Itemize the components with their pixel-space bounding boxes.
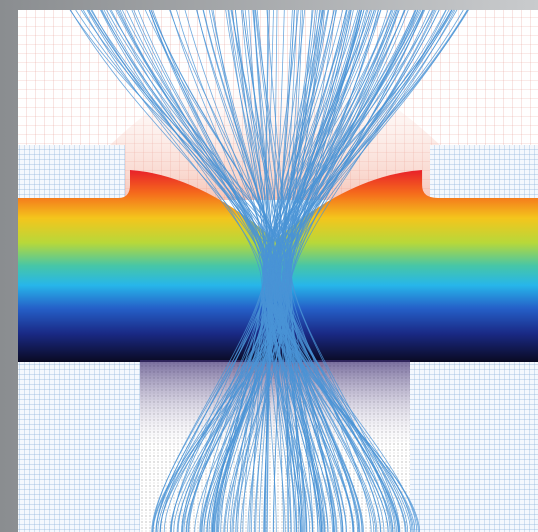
ray: [264, 9, 393, 532]
ray: [227, 9, 282, 532]
left-upper-block: [18, 145, 125, 200]
ray: [100, 9, 263, 532]
ray: [160, 9, 452, 532]
ray: [255, 9, 300, 532]
ray: [254, 9, 330, 532]
ray: [152, 9, 290, 532]
ray: [133, 9, 273, 532]
left-lower-block: [18, 362, 140, 532]
ray: [242, 9, 406, 532]
ray: [271, 9, 406, 532]
ray: [80, 9, 288, 532]
ray: [289, 9, 369, 532]
ray: [199, 9, 335, 532]
ray: [275, 9, 397, 532]
ray-bundle: [69, 9, 469, 532]
ray: [196, 9, 272, 532]
ray: [242, 9, 298, 532]
ray: [276, 9, 365, 532]
ray: [148, 9, 270, 532]
right-upper-block: [430, 145, 538, 200]
ray: [274, 9, 303, 532]
ray: [181, 9, 299, 532]
ray: [270, 9, 375, 532]
ray: [285, 9, 417, 532]
ray: [266, 9, 420, 532]
ray: [187, 9, 337, 532]
ray: [184, 9, 333, 532]
ray: [232, 9, 416, 532]
ray: [208, 9, 409, 532]
ray: [265, 9, 371, 532]
ray: [148, 9, 302, 532]
ray: [152, 9, 405, 532]
ray: [115, 9, 281, 532]
ray: [290, 9, 379, 532]
ray: [283, 9, 391, 532]
right-lower-block: [410, 362, 538, 532]
ray: [182, 9, 289, 532]
ray: [183, 9, 273, 532]
